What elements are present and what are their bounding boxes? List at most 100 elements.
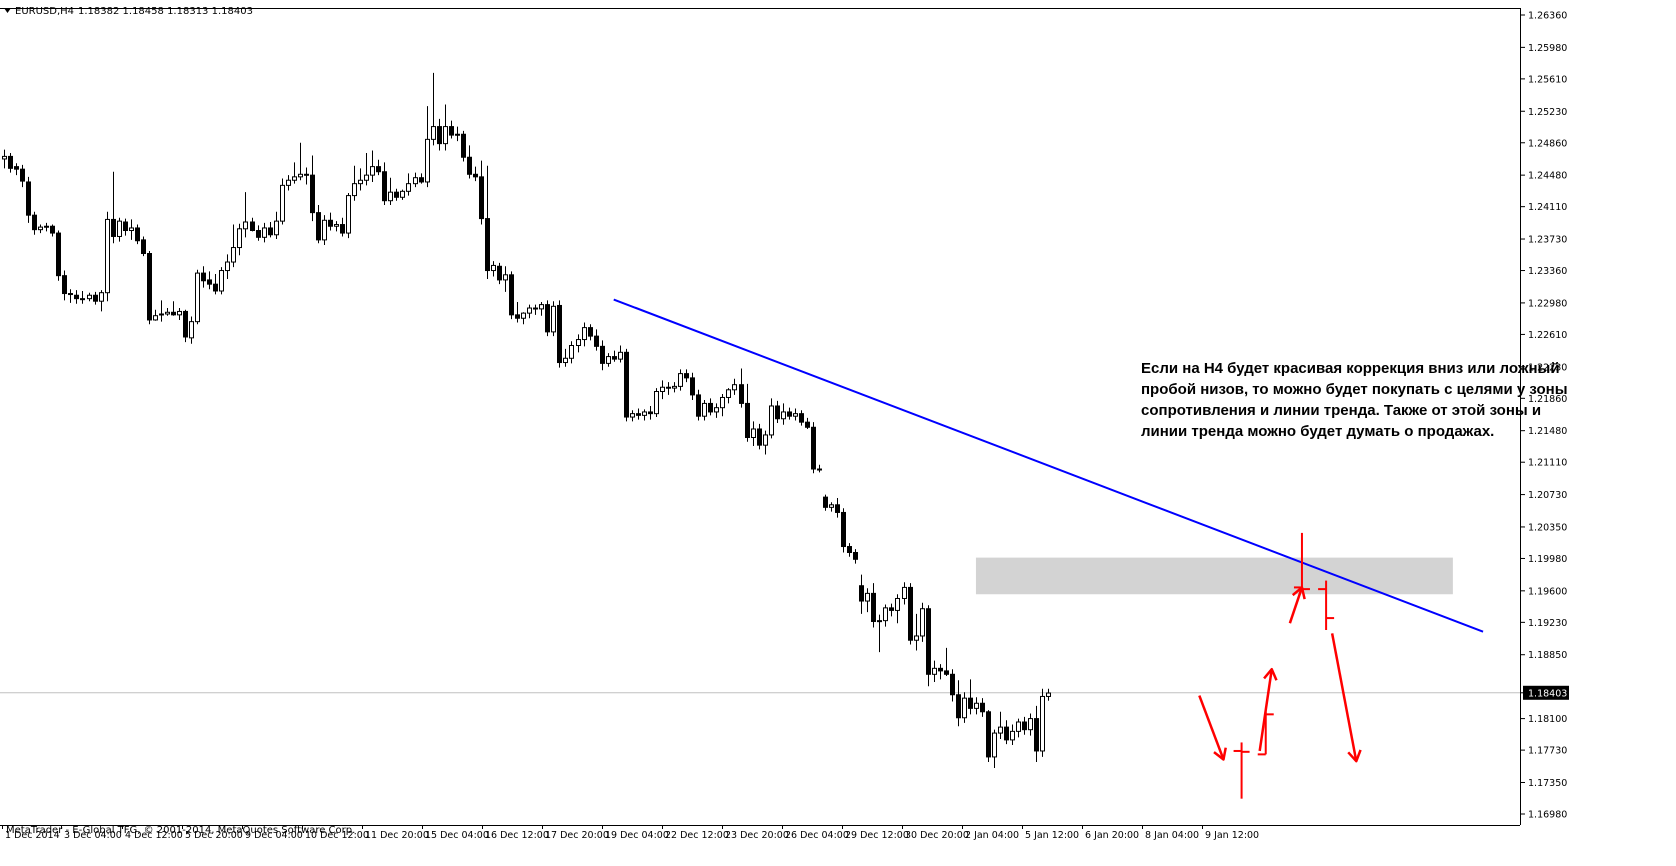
candle-body-bull bbox=[781, 411, 786, 420]
candle-body-bear bbox=[207, 279, 212, 285]
candle bbox=[74, 290, 79, 304]
price-tick-label: 1.21860 bbox=[1528, 394, 1567, 405]
candle bbox=[443, 104, 448, 151]
candle bbox=[298, 142, 303, 181]
time-tick-label: 19 Dec 04:00 bbox=[605, 830, 669, 841]
candle-body-bear bbox=[811, 426, 816, 470]
candle-body-bull bbox=[551, 305, 556, 333]
time-tick: 9 Jan 12:00 bbox=[1202, 825, 1259, 841]
price-tick-label: 1.24860 bbox=[1528, 138, 1567, 149]
projection-bar bbox=[1318, 580, 1335, 631]
candle-body-bull bbox=[99, 292, 104, 302]
candle-body-bull bbox=[159, 313, 164, 316]
candle-body-bear bbox=[394, 191, 399, 198]
candle-body-bear bbox=[479, 176, 484, 220]
candle-body-bear bbox=[980, 702, 985, 713]
candle-body-bull bbox=[732, 384, 737, 391]
candle-body-bear bbox=[14, 166, 19, 170]
candle bbox=[992, 729, 997, 769]
candle-body-bear bbox=[757, 428, 762, 446]
candle-body-bull bbox=[1010, 730, 1015, 741]
time-tick: 8 Jan 04:00 bbox=[1142, 825, 1199, 841]
candle bbox=[902, 582, 907, 605]
time-tick-label: 30 Dec 20:00 bbox=[905, 830, 969, 841]
price-tick: 1.22980 bbox=[1520, 298, 1567, 309]
time-tick: 1 Dec 2014 bbox=[2, 825, 60, 841]
candle bbox=[745, 383, 750, 442]
candle-body-bear bbox=[50, 225, 55, 234]
candle-body-bear bbox=[533, 307, 538, 310]
window-menu-icon[interactable] bbox=[4, 8, 11, 13]
candle-body-bear bbox=[62, 275, 67, 295]
candle-body-bear bbox=[696, 394, 701, 417]
candle bbox=[642, 409, 647, 421]
candle bbox=[491, 261, 496, 277]
candle-body-bear bbox=[708, 402, 713, 413]
candle bbox=[334, 221, 339, 232]
candle bbox=[80, 290, 85, 304]
candle-body-bear bbox=[1034, 718, 1039, 752]
time-tick: 30 Dec 20:00 bbox=[902, 825, 969, 841]
candle-body-bear bbox=[123, 221, 128, 232]
candle bbox=[551, 301, 556, 337]
candle-body-bear bbox=[310, 174, 315, 214]
candle bbox=[781, 403, 786, 425]
candle-body-bear bbox=[799, 413, 804, 423]
candle-body-bull bbox=[105, 218, 110, 294]
candle bbox=[576, 334, 581, 353]
candle bbox=[908, 583, 913, 645]
candle-body-bull bbox=[358, 179, 363, 185]
time-tick-label: 8 Jan 04:00 bbox=[1145, 830, 1199, 841]
candle bbox=[968, 679, 973, 715]
candle bbox=[569, 341, 574, 364]
price-tick: 1.17350 bbox=[1520, 778, 1567, 789]
time-tick: 16 Dec 12:00 bbox=[482, 825, 549, 841]
time-tick-label: 9 Dec 04:00 bbox=[245, 830, 303, 841]
current-price-box bbox=[1523, 685, 1569, 700]
candle bbox=[346, 193, 351, 239]
candle bbox=[606, 353, 611, 367]
trendline bbox=[613, 298, 1484, 633]
candle-body-bull bbox=[895, 597, 900, 611]
candle-body-bear bbox=[968, 697, 973, 709]
candle-body-bear bbox=[304, 173, 309, 176]
candle-body-bull bbox=[334, 224, 339, 227]
candle bbox=[473, 166, 478, 182]
candle-body-bull bbox=[1046, 692, 1051, 697]
annotation-line: пробой низов, то можно будет покупать с … bbox=[1141, 381, 1568, 398]
candle bbox=[20, 164, 25, 188]
projection-arrow bbox=[1258, 667, 1278, 752]
candle bbox=[461, 130, 466, 162]
candle bbox=[690, 372, 695, 401]
candle bbox=[883, 604, 888, 627]
time-tick-label: 4 Dec 12:00 bbox=[125, 830, 183, 841]
candle-body-bull bbox=[117, 220, 122, 237]
trendline-layer bbox=[613, 298, 1484, 633]
candle bbox=[539, 302, 544, 316]
candle bbox=[268, 221, 273, 238]
candle bbox=[123, 218, 128, 236]
time-tick: 17 Dec 20:00 bbox=[542, 825, 609, 841]
candle bbox=[165, 308, 170, 316]
candle-body-bull bbox=[219, 270, 224, 292]
projection-arrow-shaft bbox=[1258, 669, 1274, 752]
candle bbox=[974, 697, 979, 715]
candle bbox=[8, 152, 13, 173]
candle bbox=[962, 692, 967, 723]
price-tick: 1.18403 bbox=[1520, 685, 1569, 700]
candle bbox=[950, 669, 955, 702]
candle bbox=[352, 165, 357, 201]
candle bbox=[714, 403, 719, 418]
candle-body-bull bbox=[563, 357, 568, 364]
candle bbox=[1016, 718, 1021, 738]
projection-arrow-head bbox=[1263, 667, 1278, 681]
candle bbox=[865, 588, 870, 613]
candle bbox=[183, 309, 188, 343]
projection-bar bbox=[1257, 711, 1274, 756]
candle-body-bull bbox=[630, 413, 635, 418]
candle bbox=[406, 173, 411, 196]
candle bbox=[871, 583, 876, 628]
candle bbox=[38, 224, 43, 234]
price-tick: 1.26360 bbox=[1520, 11, 1567, 22]
